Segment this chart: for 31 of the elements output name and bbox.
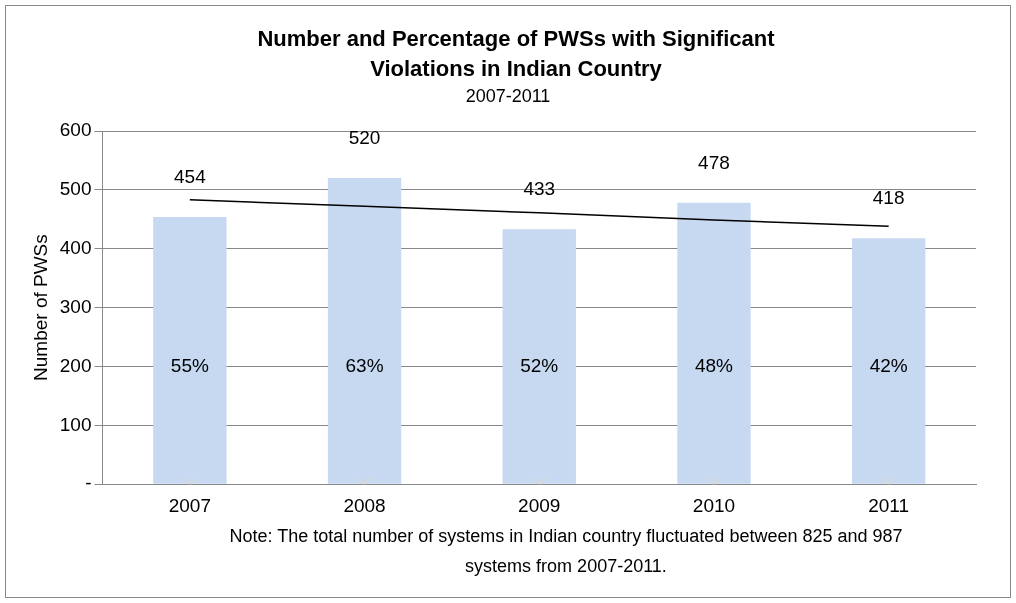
annotation: 63% (345, 354, 384, 376)
data-label: 418 (872, 186, 905, 208)
y-tick-label: 600 (59, 119, 92, 141)
x-tick-label: 2010 (692, 494, 736, 516)
annotation: 48% (694, 354, 734, 376)
chart-title: Number and Percentage of PWSs with Significant Violations in Indian Country (256, 25, 776, 83)
x-tick-label: 2007 (168, 494, 211, 516)
data-label: 520 (348, 126, 381, 148)
y-tick-label: - (85, 472, 92, 494)
bar (851, 238, 926, 484)
y-tick-label: 300 (59, 295, 92, 317)
bar (327, 178, 402, 484)
bar (677, 202, 751, 484)
bar (153, 216, 227, 484)
y-tick-label: 500 (59, 178, 92, 200)
x-tick-label: 2008 (343, 494, 386, 516)
x-tick-label: 2011 (868, 494, 910, 516)
text: Note: The total number of systems in Indian country fluctuated between 825 and 987 systems from 2007-2011. (228, 525, 904, 578)
annotation: 42% (869, 354, 908, 376)
y-tick-label: 400 (59, 236, 92, 258)
bar (502, 229, 576, 484)
data-label: 478 (698, 151, 730, 173)
annotation: 55% (170, 354, 209, 376)
chart-subtitle: 2007-2011 (464, 86, 552, 107)
y-tick-label: 100 (59, 413, 92, 435)
y-tick-label: 200 (59, 354, 92, 376)
y-axis-title: Number of PWSs (29, 234, 51, 381)
x-tick-label: 2009 (518, 494, 561, 516)
annotation: 52% (520, 354, 559, 376)
data-label: 433 (523, 178, 556, 200)
data-label: 454 (174, 165, 207, 187)
